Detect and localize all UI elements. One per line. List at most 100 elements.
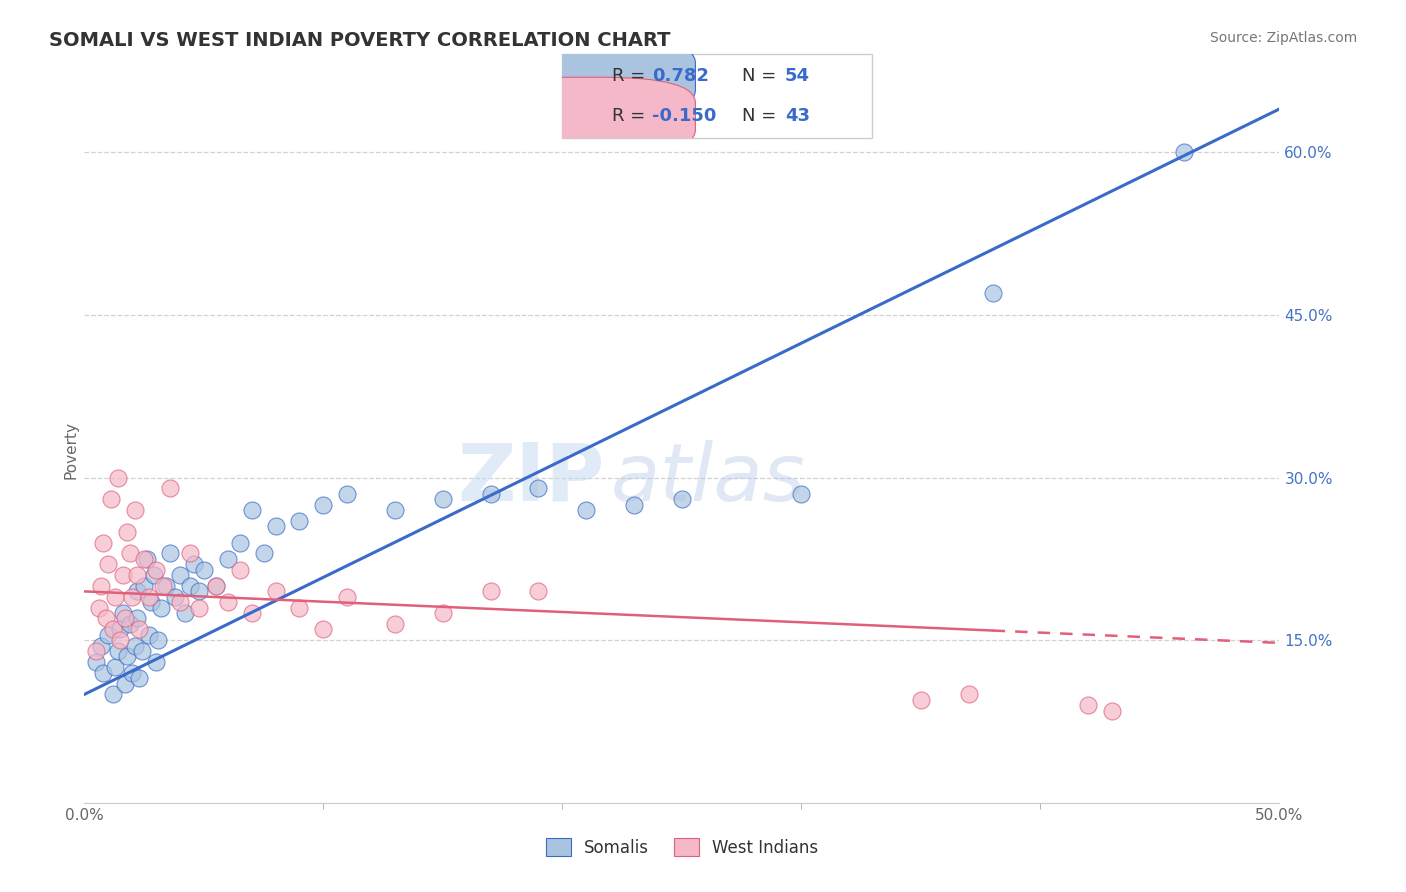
Point (671, 492, 693, 507)
Point (138, 628, 160, 642)
Point (128, 671, 150, 685)
Y-axis label: Poverty: Poverty (63, 421, 79, 480)
Point (169, 568, 191, 582)
Point (94, 611, 117, 625)
Point (159, 482, 181, 496)
Point (145, 563, 167, 577)
Point (384, 616, 406, 631)
Point (527, 482, 550, 496)
Point (188, 600, 211, 615)
Point (97, 628, 120, 642)
Point (100, 492, 122, 507)
Point (432, 492, 454, 507)
Point (97, 558, 120, 572)
Point (86, 655, 108, 669)
Point (169, 595, 191, 609)
Text: R =: R = (612, 107, 651, 125)
Point (101, 687, 124, 701)
Point (312, 623, 335, 637)
Point (110, 623, 132, 637)
Point (138, 590, 160, 604)
Point (121, 590, 143, 604)
Point (264, 519, 287, 533)
Point (1101, 704, 1123, 718)
Point (131, 644, 153, 658)
Point (981, 286, 1004, 301)
Point (217, 552, 239, 566)
FancyBboxPatch shape (479, 37, 696, 115)
Point (114, 611, 136, 625)
Point (142, 568, 165, 582)
Point (253, 546, 276, 560)
Point (117, 524, 139, 539)
Point (288, 514, 311, 528)
Point (384, 503, 406, 517)
Point (910, 693, 932, 707)
Point (124, 503, 146, 517)
Point (121, 665, 143, 680)
Point (86, 644, 108, 658)
Point (229, 563, 252, 577)
Point (117, 649, 139, 664)
Point (93, 665, 115, 680)
Point (165, 590, 187, 604)
Text: ZIP: ZIP (457, 440, 605, 517)
Point (188, 584, 211, 599)
Point (125, 568, 148, 582)
Point (240, 503, 263, 517)
Point (135, 552, 157, 566)
Point (111, 568, 134, 582)
Point (179, 579, 201, 593)
Point (111, 606, 134, 620)
Text: Source: ZipAtlas.com: Source: ZipAtlas.com (1209, 31, 1357, 45)
Point (90, 639, 112, 653)
Point (114, 676, 136, 690)
Point (336, 487, 359, 501)
Text: N =: N = (742, 107, 782, 125)
Legend: Somalis, West Indians: Somalis, West Indians (537, 830, 827, 865)
Point (149, 600, 172, 615)
Text: -0.150: -0.150 (652, 107, 717, 125)
Point (575, 503, 598, 517)
Point (148, 633, 170, 648)
Point (90, 579, 112, 593)
Point (312, 498, 335, 512)
Point (205, 579, 228, 593)
Point (159, 546, 181, 560)
Point (790, 487, 813, 501)
Point (623, 498, 645, 512)
Point (193, 563, 215, 577)
Point (124, 639, 146, 653)
Point (107, 644, 129, 658)
Point (479, 584, 502, 599)
Text: 0.782: 0.782 (652, 68, 709, 86)
FancyBboxPatch shape (479, 78, 696, 155)
Point (141, 595, 163, 609)
Point (101, 623, 124, 637)
Point (1077, 698, 1099, 713)
Point (264, 584, 287, 599)
Text: N =: N = (742, 68, 782, 86)
Point (104, 590, 127, 604)
Point (110, 633, 132, 648)
Point (179, 546, 201, 560)
Point (125, 611, 148, 625)
Point (128, 623, 150, 637)
Point (132, 579, 156, 593)
Text: SOMALI VS WEST INDIAN POVERTY CORRELATION CHART: SOMALI VS WEST INDIAN POVERTY CORRELATIO… (49, 31, 671, 50)
Text: 43: 43 (785, 107, 810, 125)
Point (107, 470, 129, 484)
Point (527, 584, 550, 599)
Point (1173, 145, 1195, 160)
Point (155, 579, 177, 593)
Point (132, 552, 156, 566)
Point (432, 606, 454, 620)
Point (93, 535, 115, 549)
Point (240, 606, 263, 620)
Point (336, 590, 359, 604)
Point (217, 595, 239, 609)
Point (104, 660, 127, 674)
Point (152, 579, 174, 593)
Text: atlas: atlas (610, 440, 806, 517)
Point (173, 606, 195, 620)
